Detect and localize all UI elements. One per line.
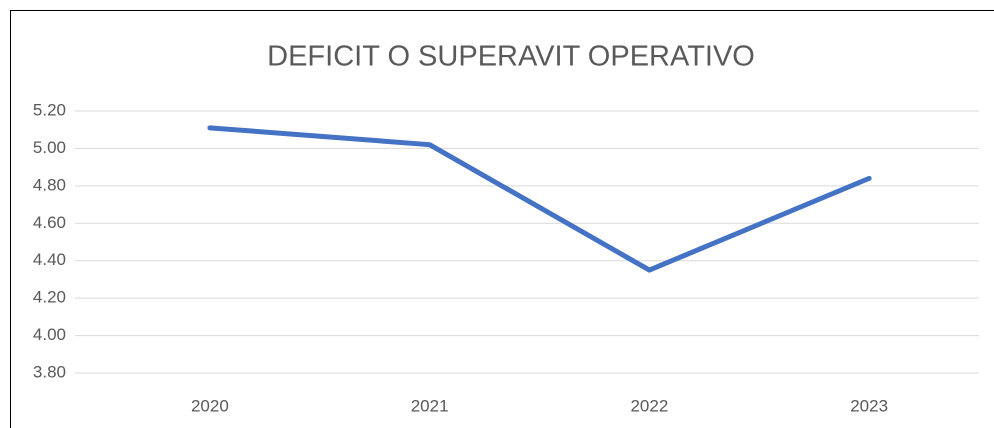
y-tick-label: 4.40 (33, 250, 66, 269)
y-tick-label: 4.80 (33, 175, 66, 194)
x-tick-label: 2021 (411, 396, 449, 415)
x-tick-label: 2023 (850, 396, 888, 415)
x-tick-label: 2020 (191, 396, 229, 415)
y-tick-label: 3.80 (33, 362, 66, 381)
y-tick-label: 4.00 (33, 325, 66, 344)
y-tick-label: 4.60 (33, 213, 66, 232)
line-series (207, 125, 872, 273)
y-tick-label: 4.20 (33, 288, 66, 307)
y-tick-label: 5.20 (33, 100, 66, 119)
y-tick-label: 5.00 (33, 138, 66, 157)
x-tick-label: 2022 (630, 396, 668, 415)
chart-border (10, 10, 994, 428)
chart-title: DEFICIT O SUPERAVIT OPERATIVO (267, 41, 755, 73)
